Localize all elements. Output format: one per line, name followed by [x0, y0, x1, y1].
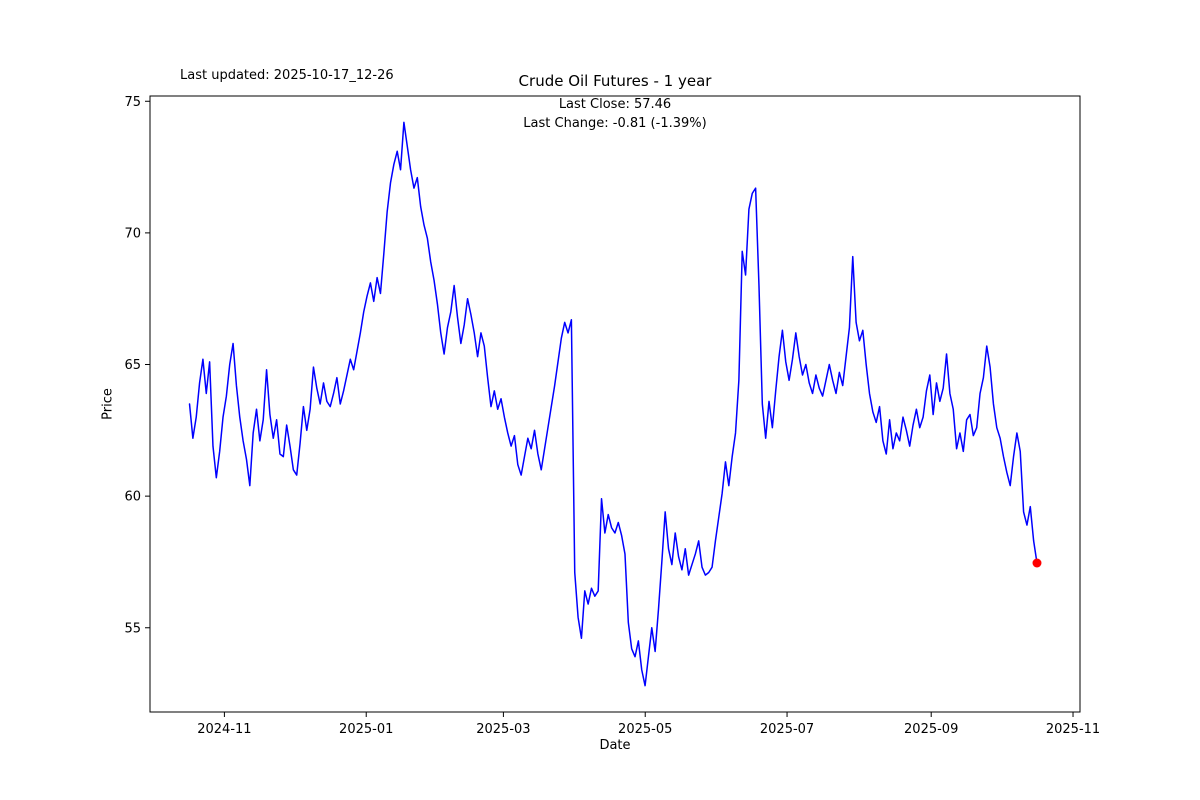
y-tick-label: 55 — [124, 621, 141, 636]
y-tick-label: 70 — [124, 226, 141, 241]
x-tick-label: 2025-09 — [904, 722, 958, 737]
axes-box — [149, 95, 1081, 713]
x-tick-label: 2025-01 — [339, 722, 393, 737]
last-updated-text: Last updated: 2025-10-17_12-26 — [180, 68, 394, 83]
y-tick-label: 75 — [124, 95, 141, 110]
x-tick-label: 2025-05 — [618, 722, 672, 737]
x-tick-label: 2025-11 — [1046, 722, 1100, 737]
y-tick-label: 65 — [124, 358, 141, 373]
last-close-annotation: Last Close: 57.46 — [558, 97, 672, 112]
last-point-dot — [1032, 558, 1042, 568]
chart-title: Crude Oil Futures - 1 year — [518, 72, 712, 90]
last-change-annotation: Last Change: -0.81 (-1.39%) — [523, 116, 707, 131]
x-axis-label: Date — [599, 738, 631, 753]
price-line — [188, 121, 1038, 687]
x-tick-label: 2024-11 — [197, 722, 251, 737]
x-tick-label: 2025-03 — [476, 722, 530, 737]
y-tick-label: 60 — [124, 490, 141, 505]
x-tick-label: 2025-07 — [760, 722, 814, 737]
